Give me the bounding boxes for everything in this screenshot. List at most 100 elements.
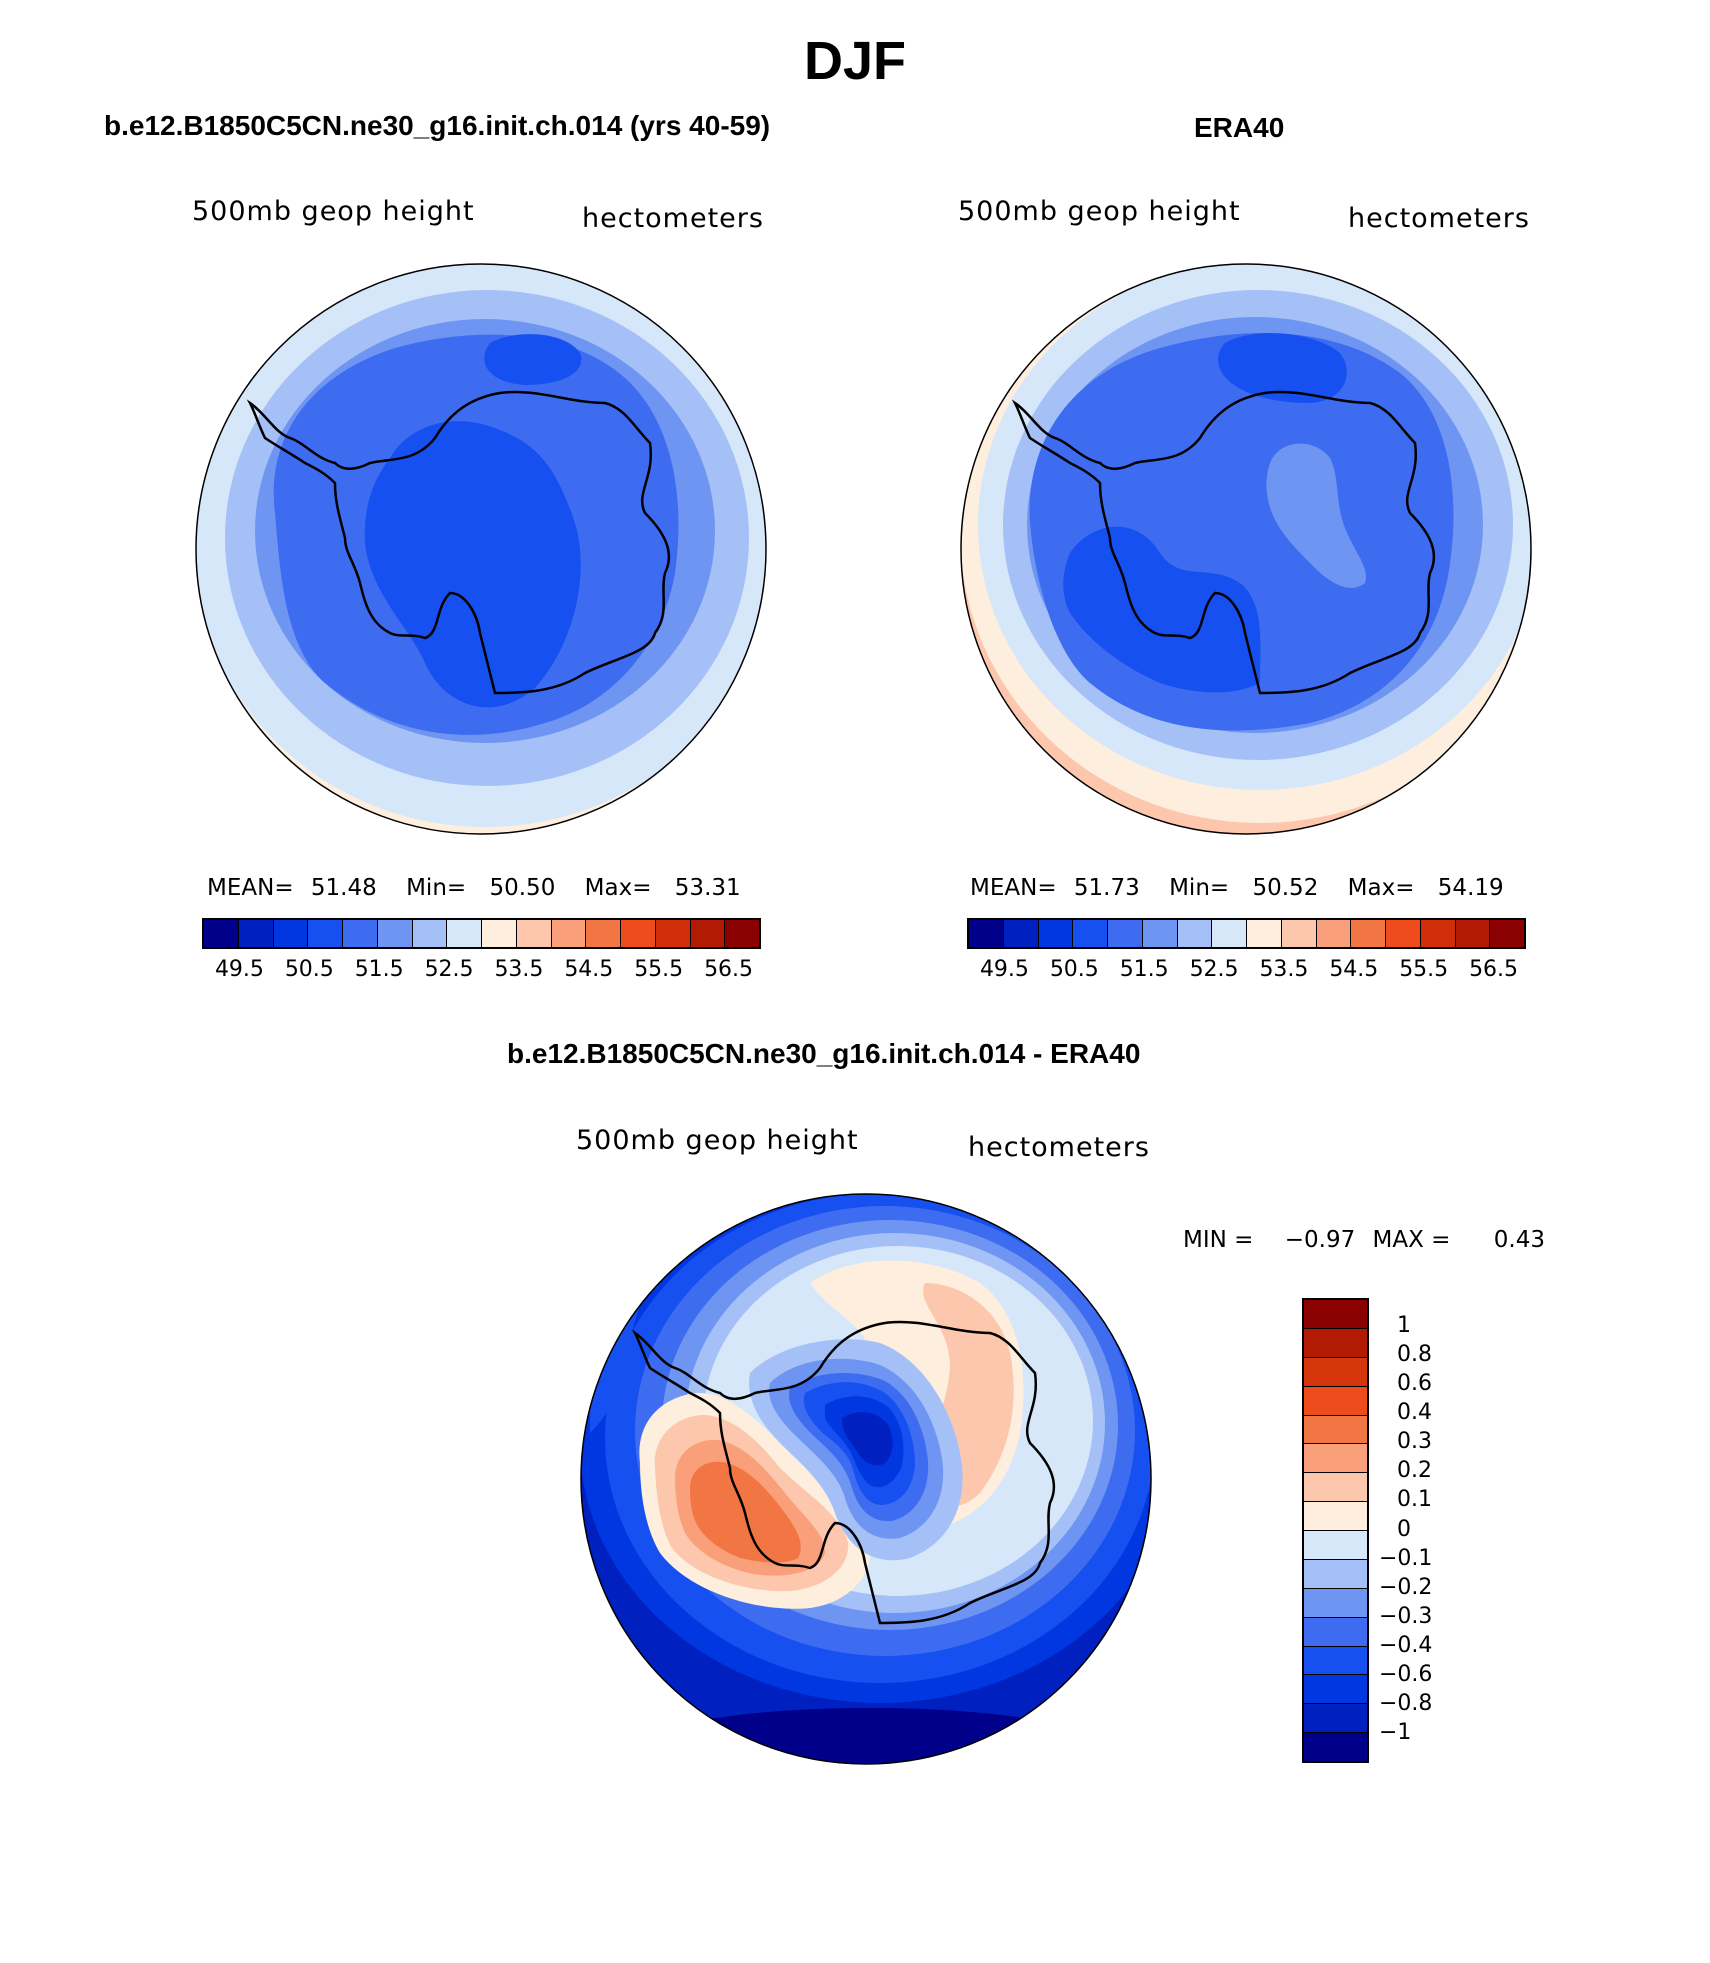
diff-map-band	[842, 1412, 893, 1466]
antarctica-coastline	[1011, 390, 1436, 695]
antarctica-coastline	[631, 1320, 1056, 1625]
colorbar-swatch	[238, 920, 274, 947]
diff-max-value: 0.43	[1493, 1227, 1545, 1253]
colorbar-swatch	[1386, 920, 1421, 947]
colorbar-swatch	[1304, 1675, 1367, 1705]
obs-map-band	[1266, 443, 1366, 588]
model-colorbar-ticks: 49.5 50.5 51.5 52.5 53.5 54.5 55.5 56.5	[202, 957, 761, 985]
obs-polar-map	[960, 263, 1532, 835]
colorbar-swatch	[1142, 920, 1178, 947]
model-max-value: 53.31	[674, 875, 741, 901]
colorbar-tick-label: 50.5	[284, 957, 334, 982]
colorbar-swatch	[1304, 1328, 1367, 1358]
colorbar-tick-label: 0.1	[1397, 1487, 1432, 1513]
colorbar-tick-label: 51.5	[354, 957, 404, 982]
colorbar-swatch	[1177, 920, 1213, 947]
colorbar-tick-label: 0.8	[1397, 1342, 1432, 1368]
colorbar-swatch	[1490, 920, 1524, 947]
model-min-value: 50.50	[489, 875, 556, 901]
model-max-label: Max=	[584, 875, 652, 901]
obs-stats: MEAN= 51.73 Min= 50.52 Max= 54.19	[970, 875, 1504, 901]
figure-title: DJF	[803, 31, 906, 91]
obs-min-value: 50.52	[1252, 875, 1319, 901]
obs-max-label: Max=	[1347, 875, 1415, 901]
colorbar-swatch	[343, 920, 378, 947]
diff-map-band	[650, 1708, 1090, 1764]
colorbar-tick-label: 50.5	[1049, 957, 1099, 982]
colorbar-swatch	[1003, 920, 1039, 947]
colorbar-swatch	[447, 920, 482, 947]
colorbar-swatch	[482, 920, 517, 947]
diff-minmax: MIN = −0.97 MAX = 0.43	[1183, 1227, 1545, 1253]
model-units-label: hectometers	[582, 203, 764, 234]
colorbar-tick-label: 54.5	[1329, 957, 1379, 982]
colorbar-tick-label: 0	[1397, 1516, 1411, 1542]
colorbar-swatch	[1316, 920, 1352, 947]
diff-units-label: hectometers	[968, 1132, 1150, 1163]
obs-mean-label: MEAN=	[970, 875, 1057, 901]
model-colorbar	[202, 918, 761, 949]
colorbar-swatch	[1073, 920, 1108, 947]
obs-map-band	[1218, 333, 1347, 403]
diff-map-band	[590, 1223, 690, 1433]
colorbar-tick-label: 54.5	[564, 957, 614, 982]
colorbar-swatch	[586, 920, 621, 947]
colorbar-swatch	[725, 920, 759, 947]
colorbar-swatch	[412, 920, 448, 947]
colorbar-swatch	[516, 920, 552, 947]
diff-variable-label: 500mb geop height	[576, 1125, 859, 1156]
colorbar-tick-label: −0.6	[1379, 1661, 1433, 1687]
model-stats: MEAN= 51.48 Min= 50.50 Max= 53.31	[207, 875, 741, 901]
colorbar-swatch	[1304, 1617, 1367, 1647]
obs-mean-value: 51.73	[1073, 875, 1140, 901]
colorbar-swatch	[1304, 1646, 1367, 1676]
colorbar-swatch	[1304, 1733, 1367, 1761]
diff-map-border	[580, 1193, 1152, 1765]
colorbar-tick-label: 53.5	[1259, 957, 1309, 982]
obs-variable-label: 500mb geop height	[958, 196, 1241, 227]
obs-min-label: Min=	[1169, 875, 1230, 901]
colorbar-tick-label: 49.5	[214, 957, 264, 982]
obs-map-border	[960, 263, 1532, 835]
model-polar-map	[195, 263, 767, 835]
colorbar-swatch	[1304, 1415, 1367, 1445]
colorbar-swatch	[1038, 920, 1074, 947]
model-panel-title: b.e12.B1850C5CN.ne30_g16.init.ch.014 (yr…	[104, 110, 771, 141]
model-min-label: Min=	[406, 875, 467, 901]
colorbar-swatch	[1455, 920, 1491, 947]
colorbar-swatch	[621, 920, 656, 947]
diff-min-value: −0.97	[1284, 1227, 1356, 1253]
diff-min-label: MIN =	[1183, 1227, 1254, 1253]
colorbar-swatch	[1304, 1588, 1367, 1618]
colorbar-tick-label: −0.8	[1379, 1690, 1433, 1716]
colorbar-swatch	[273, 920, 309, 947]
colorbar-tick-label: 56.5	[1469, 957, 1519, 982]
colorbar-swatch	[308, 920, 343, 947]
diff-colorbar	[1302, 1298, 1369, 1763]
colorbar-tick-label: 0.4	[1397, 1400, 1432, 1426]
colorbar-swatch	[690, 920, 726, 947]
colorbar-swatch	[1304, 1531, 1367, 1560]
colorbar-tick-label: 0.6	[1397, 1371, 1432, 1397]
colorbar-swatch	[1304, 1502, 1367, 1531]
colorbar-swatch	[377, 920, 413, 947]
obs-panel-title: ERA40	[1194, 112, 1285, 143]
model-mean-label: MEAN=	[207, 875, 294, 901]
colorbar-tick-label: −0.1	[1379, 1545, 1433, 1571]
colorbar-tick-label: 53.5	[494, 957, 544, 982]
model-variable-label: 500mb geop height	[192, 196, 475, 227]
colorbar-swatch	[1420, 920, 1456, 947]
colorbar-tick-label: 56.5	[704, 957, 754, 982]
colorbar-swatch	[655, 920, 691, 947]
antarctica-coastline	[246, 390, 671, 695]
model-map-band	[484, 334, 582, 385]
obs-colorbar	[967, 918, 1526, 949]
obs-units-label: hectometers	[1348, 203, 1530, 234]
colorbar-tick-label: 52.5	[1189, 957, 1239, 982]
obs-colorbar-ticks: 49.5 50.5 51.5 52.5 53.5 54.5 55.5 56.5	[967, 957, 1526, 985]
colorbar-tick-label: 1	[1397, 1313, 1411, 1339]
colorbar-tick-label: −0.4	[1379, 1632, 1433, 1658]
colorbar-swatch	[1351, 920, 1386, 947]
colorbar-swatch	[1304, 1559, 1367, 1589]
diff-panel-title: b.e12.B1850C5CN.ne30_g16.init.ch.014 - E…	[507, 1038, 1141, 1069]
